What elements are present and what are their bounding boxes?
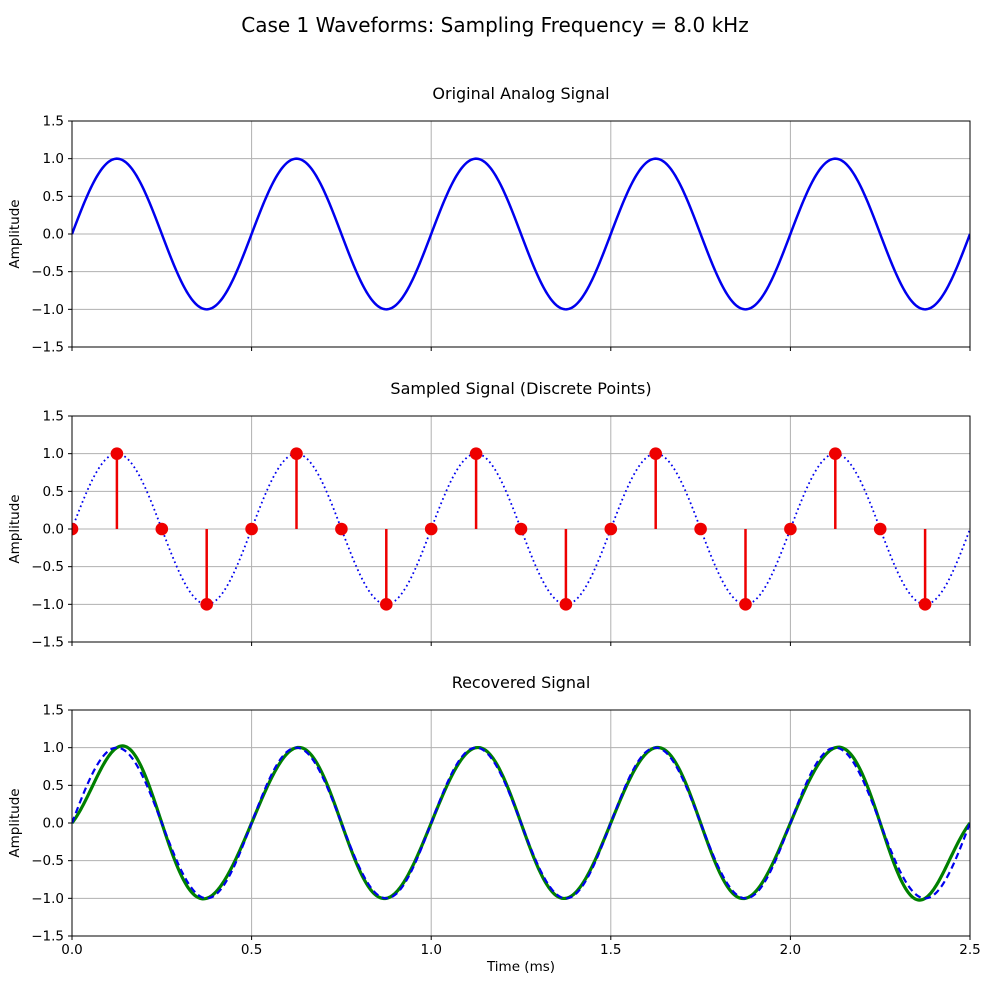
y-tick-label: 0.0 — [43, 227, 64, 243]
y-tick-label: 1.0 — [43, 151, 64, 167]
x-tick-label: 1.0 — [420, 942, 441, 958]
sample-marker — [424, 522, 438, 536]
sample-marker — [784, 522, 797, 536]
x-tick-label: 0.0 — [61, 942, 82, 958]
y-tick-label: −0.5 — [31, 853, 64, 869]
sample-marker — [918, 598, 932, 611]
subplot3-title: Recovered Signal — [451, 673, 591, 692]
y-tick-label: −1.0 — [31, 891, 64, 907]
x-tick-label: 2.0 — [780, 942, 801, 958]
x-tick-label: 1.5 — [600, 942, 621, 958]
y-tick-label: 1.5 — [43, 703, 64, 719]
plot-series — [72, 157, 970, 311]
x-tick-label: 2.5 — [959, 942, 980, 958]
sample-marker — [380, 598, 393, 611]
original-analog-sine-curve — [72, 157, 970, 311]
original-reference-dashed-curve — [72, 746, 970, 900]
x-tick-label: 0.5 — [241, 942, 262, 958]
sample-marker — [604, 522, 618, 536]
y-tick-label: 0.5 — [43, 778, 64, 794]
sample-marker — [739, 598, 752, 611]
y-tick-label: −0.5 — [31, 264, 64, 280]
subplot2-ylabel: Amplitude — [7, 494, 23, 564]
y-tick-label: −1.5 — [31, 635, 64, 651]
y-tick-label: −1.5 — [31, 929, 64, 945]
sample-marker — [110, 447, 124, 460]
sample-marker — [829, 447, 842, 460]
plot-series — [72, 744, 970, 902]
sample-marker — [290, 447, 303, 460]
x-axis-label: Time (ms) — [486, 959, 556, 975]
subplot1-title: Original Analog Signal — [432, 84, 610, 103]
figure-title: Case 1 Waveforms: Sampling Frequency = 8… — [241, 13, 749, 37]
plot-series — [72, 447, 970, 611]
subplot1-ylabel: Amplitude — [7, 199, 23, 269]
sample-marker — [469, 447, 483, 460]
subplot-1: −1.5 −1.0 −0.5 0.0 0.5 1.0 1.5 — [31, 114, 971, 356]
subplot-2: −1.5 −1.0 −0.5 0.0 0.5 1.0 1.5 — [31, 409, 971, 651]
sample-marker — [559, 598, 573, 611]
y-tick-label: −1.5 — [31, 340, 64, 356]
y-tick-label: 0.5 — [43, 189, 64, 205]
y-tick-label: 0.0 — [43, 816, 64, 832]
sample-marker — [873, 522, 887, 536]
subplot3-ylabel: Amplitude — [7, 788, 23, 858]
sample-marker — [694, 522, 707, 536]
y-tick-label: 1.5 — [43, 409, 64, 425]
y-tick-label: 0.0 — [43, 522, 64, 538]
y-tick-label: 1.5 — [43, 114, 64, 130]
y-tick-label: 1.0 — [43, 740, 64, 756]
subplot2-title: Sampled Signal (Discrete Points) — [390, 379, 652, 398]
sample-marker — [649, 447, 662, 460]
sample-marker — [245, 522, 258, 536]
sample-marker — [155, 522, 169, 536]
y-tick-label: −1.0 — [31, 597, 64, 613]
y-tick-label: −0.5 — [31, 559, 64, 575]
subplot-3: 0.0 0.5 1.0 1.5 2.0 2.5 −1.5 −1.0 −0.5 0.0 0.5 1.0 1… — [31, 703, 981, 959]
sample-marker — [72, 522, 79, 536]
sample-marker — [200, 598, 213, 611]
sample-marker — [335, 522, 348, 536]
y-tick-label: 1.0 — [43, 446, 64, 462]
y-tick-label: 0.5 — [43, 484, 64, 500]
y-tick-label: −1.0 — [31, 302, 64, 318]
sample-marker — [514, 522, 528, 536]
